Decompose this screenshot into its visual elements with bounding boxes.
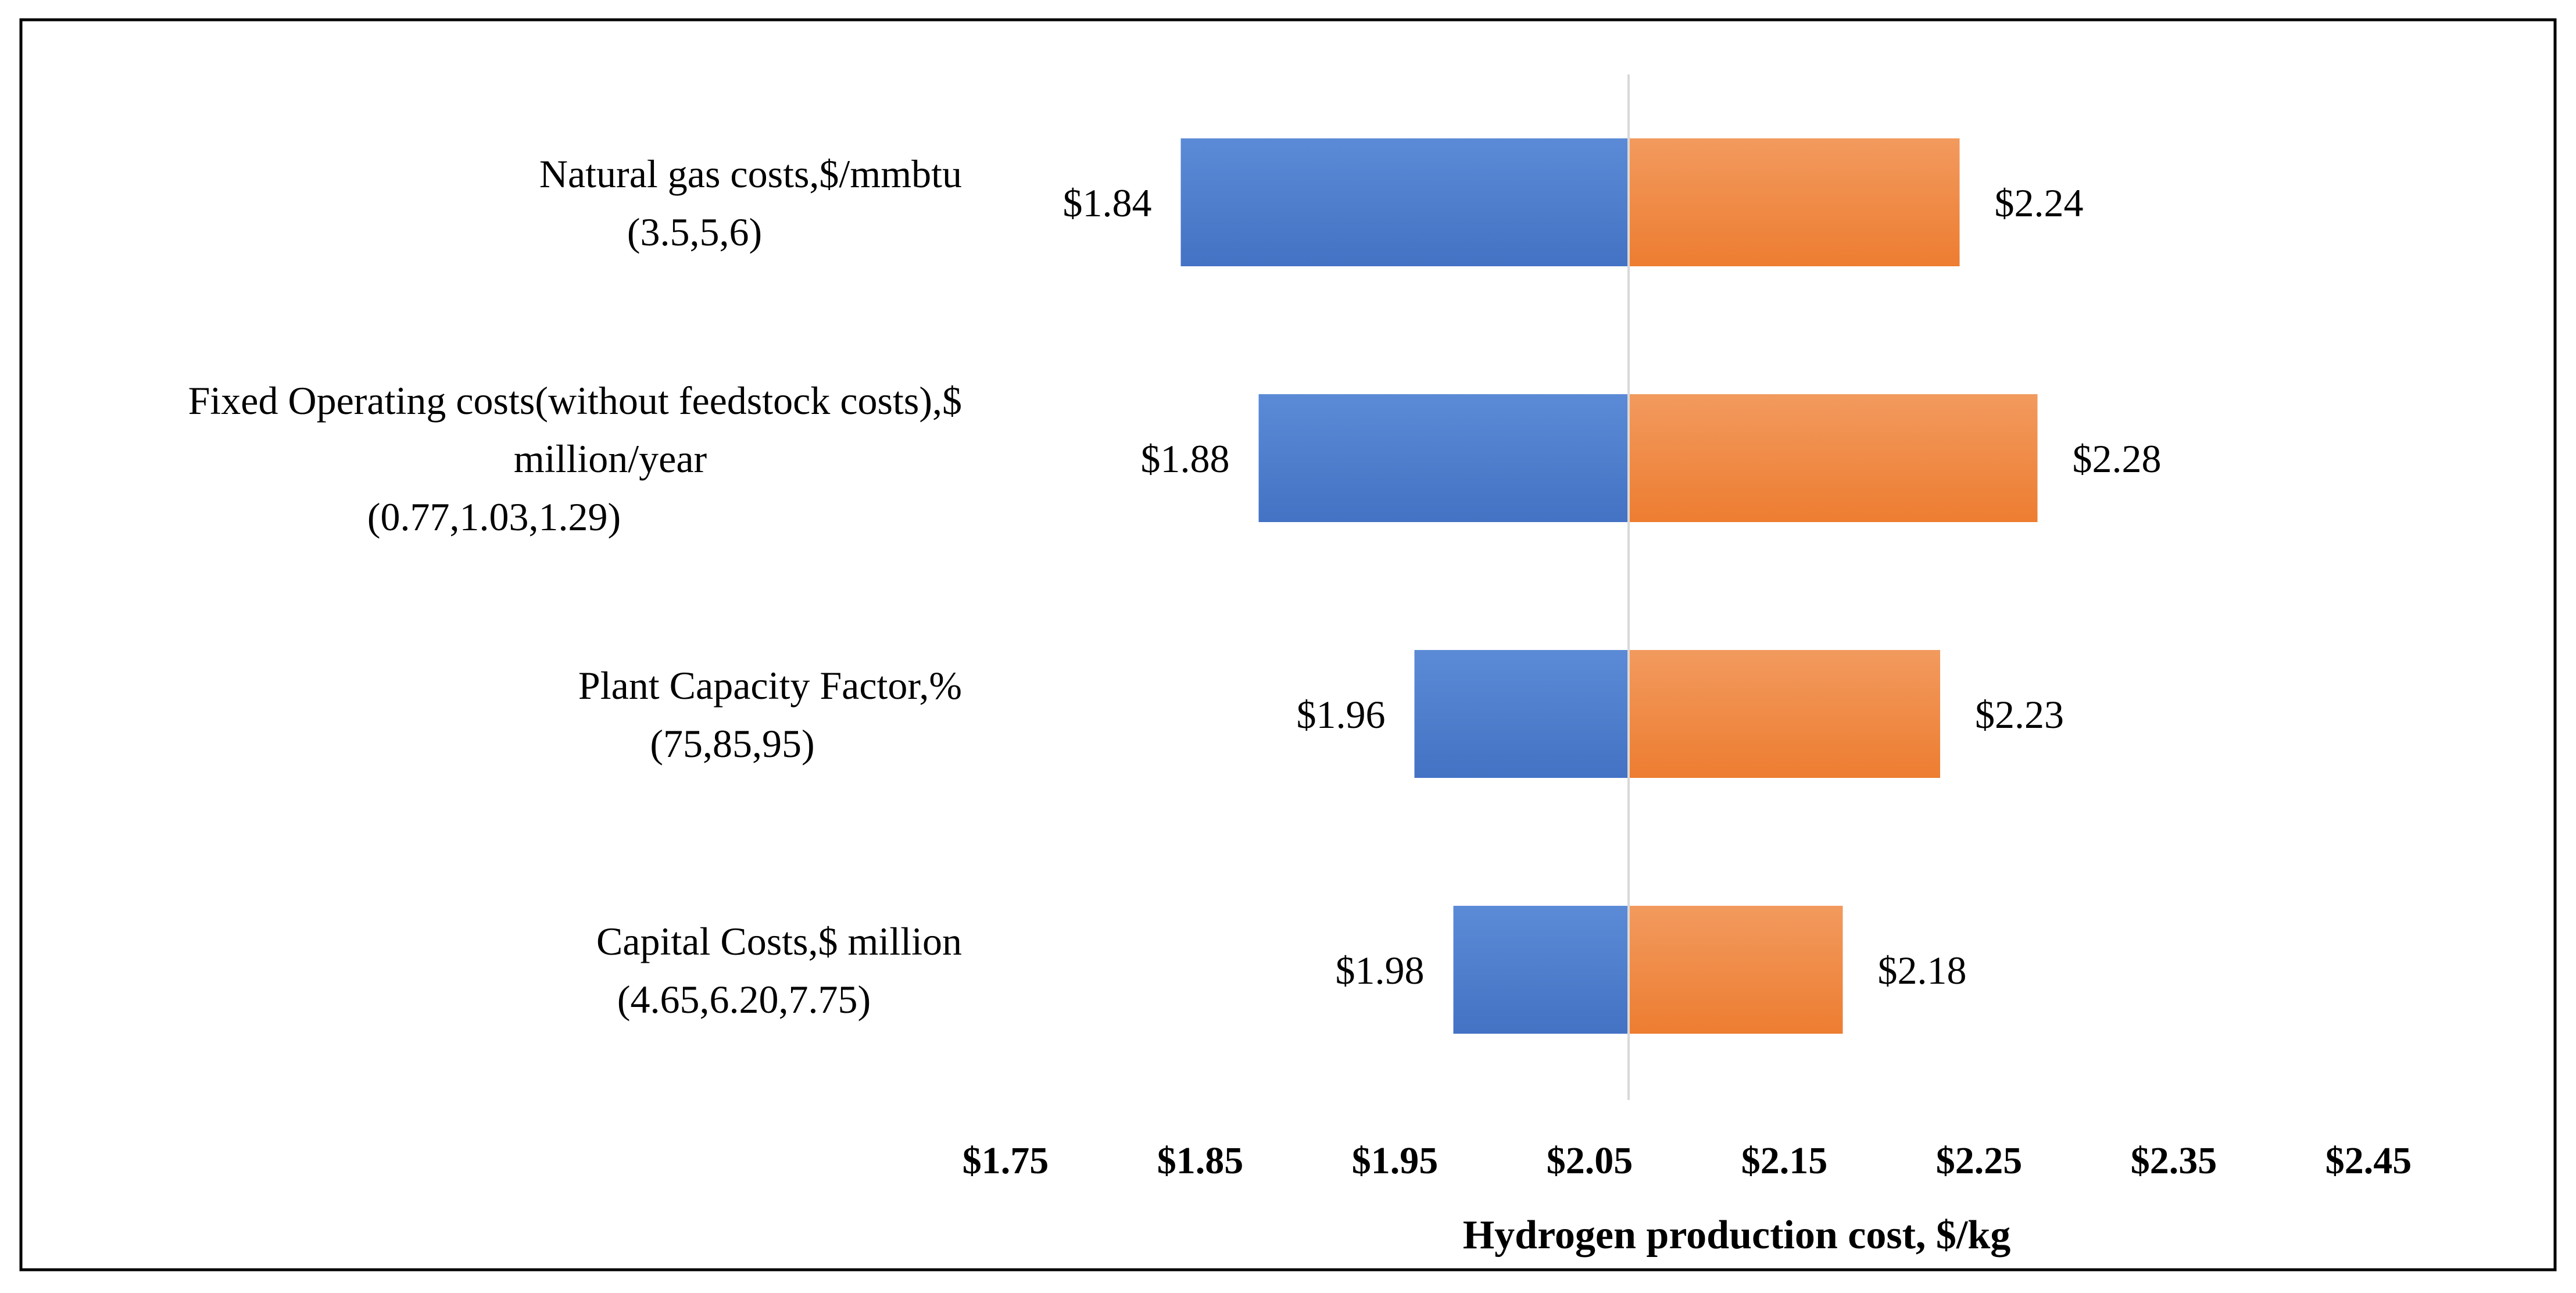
bar-low <box>1414 650 1629 778</box>
category-label: Natural gas costs,$/mmbtu <box>539 152 962 196</box>
data-label-low: $1.96 <box>1297 692 1386 737</box>
data-label-low: $1.84 <box>1063 181 1152 225</box>
category-label: Capital Costs,$ million <box>596 919 962 963</box>
bar-high <box>1629 650 1940 778</box>
category-label: (4.65,6.20,7.75) <box>617 977 871 1021</box>
x-tick-label: $2.35 <box>2131 1140 2217 1182</box>
bar-low <box>1258 394 1629 522</box>
data-label-low: $1.98 <box>1336 948 1425 992</box>
category-label: (0.77,1.03,1.29) <box>367 495 621 539</box>
x-axis-title: Hydrogen production cost, $/kg <box>1463 1213 2011 1258</box>
bar-low <box>1453 906 1629 1034</box>
x-tick-label: $2.05 <box>1547 1140 1633 1182</box>
data-label-high: $2.23 <box>1975 692 2064 737</box>
data-label-high: $2.18 <box>1878 948 1967 992</box>
x-tick-label: $1.75 <box>963 1140 1049 1182</box>
data-label-low: $1.88 <box>1141 437 1230 481</box>
x-tick-label: $2.15 <box>1741 1140 1828 1182</box>
bar-high <box>1629 394 2038 522</box>
bar-low <box>1180 138 1629 266</box>
category-label: Plant Capacity Factor,% <box>578 663 962 708</box>
category-label: million/year <box>514 437 707 481</box>
bar-high <box>1629 138 1960 266</box>
data-label-high: $2.24 <box>1995 181 2084 225</box>
x-tick-label: $1.95 <box>1352 1140 1439 1182</box>
x-tick-label: $1.85 <box>1157 1140 1244 1182</box>
category-label: (3.5,5,6) <box>627 210 762 254</box>
category-label: (75,85,95) <box>650 721 814 766</box>
category-label: Fixed Operating costs(without feedstock … <box>188 378 962 423</box>
x-tick-label: $2.25 <box>1936 1140 2023 1182</box>
data-label-high: $2.28 <box>2073 437 2162 481</box>
bar-high <box>1629 906 1843 1034</box>
x-tick-label: $2.45 <box>2325 1140 2412 1182</box>
